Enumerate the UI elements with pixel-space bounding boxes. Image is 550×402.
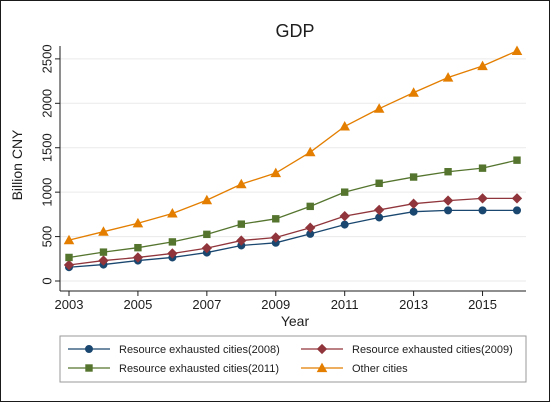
y-tick-label: 1000 <box>40 178 55 207</box>
data-point <box>63 234 75 245</box>
data-point <box>442 195 454 206</box>
data-point <box>444 168 452 176</box>
legend-label: Resource exhausted cities(2008) <box>119 344 280 356</box>
legend-item-resource-exhausted-cities-2011: Resource exhausted cities(2011) <box>68 363 279 375</box>
legend-item-resource-exhausted-cities-2009: Resource exhausted cities(2009) <box>301 343 513 356</box>
legend-marker <box>85 364 93 372</box>
series-other-cities <box>63 45 523 245</box>
data-point <box>375 179 383 187</box>
data-point <box>201 242 213 254</box>
legend-box <box>59 335 527 383</box>
x-tick-label: 2009 <box>261 297 290 312</box>
data-point <box>477 193 488 204</box>
data-point <box>408 87 419 97</box>
data-point <box>409 207 418 216</box>
data-point <box>511 45 523 55</box>
y-tick-label: 0 <box>40 277 55 284</box>
series-line-resource-exhausted-cities-2009 <box>68 197 517 266</box>
axes: 0 500 1000 1500 2000 2500 2003 2005 2007 2009 2011… <box>40 44 526 312</box>
data-point <box>477 60 488 71</box>
legend-label: Other cities <box>352 363 408 375</box>
data-point <box>236 235 247 246</box>
data-point <box>373 103 385 113</box>
x-tick-label: 2015 <box>468 297 497 312</box>
data-point <box>63 259 75 271</box>
data-point <box>98 255 109 266</box>
data-point <box>167 248 178 259</box>
data-point <box>444 206 453 215</box>
series-line-resource-exhausted-cities-2011 <box>68 159 518 259</box>
data-point <box>306 202 314 211</box>
legend-item-other-cities: Other cities <box>301 362 408 375</box>
data-point <box>305 222 316 233</box>
data-point <box>304 146 316 157</box>
series-resource-exhausted-cities-2009 <box>63 193 523 271</box>
data-point <box>236 178 247 189</box>
y-axis-label: Billion CNY <box>9 129 25 200</box>
data-point <box>270 167 282 178</box>
legend-marker <box>85 344 94 353</box>
series-layer <box>63 45 523 272</box>
data-point <box>237 220 246 228</box>
data-point <box>203 230 211 239</box>
data-point <box>272 215 280 223</box>
data-point <box>511 193 523 204</box>
data-point <box>408 198 419 209</box>
legend-label: Resource exhausted cities(2011) <box>119 363 279 375</box>
data-point <box>409 173 418 181</box>
data-point <box>442 72 454 82</box>
series-line-resource-exhausted-cities-2008 <box>68 209 517 268</box>
data-point <box>478 164 487 172</box>
data-point <box>373 204 385 216</box>
legend-marker <box>316 362 328 373</box>
data-point <box>340 220 349 229</box>
data-point <box>132 252 144 263</box>
x-tick-label: 2013 <box>399 297 428 312</box>
data-point <box>513 156 521 164</box>
data-point <box>65 253 73 262</box>
data-point <box>167 208 178 218</box>
data-point <box>98 226 109 236</box>
data-point <box>270 232 281 243</box>
data-point <box>340 188 349 196</box>
legend: Resource exhausted cities(2008) Resource … <box>59 335 527 383</box>
x-tick-label: 2005 <box>123 297 152 312</box>
y-tick-label: 2000 <box>40 89 55 118</box>
data-point <box>201 194 213 205</box>
data-point <box>134 243 142 252</box>
data-point <box>478 206 487 215</box>
legend-item-resource-exhausted-cities-2008: Resource exhausted cities(2008) <box>68 344 280 356</box>
data-point <box>339 210 350 222</box>
y-tick-label: 2500 <box>40 44 55 73</box>
x-tick-label: 2003 <box>55 297 84 312</box>
chart-title: GDP <box>275 21 314 41</box>
x-tick-label: 2011 <box>331 297 359 312</box>
series-line-other-cities <box>68 50 518 241</box>
legend-marker <box>316 343 328 355</box>
data-point <box>513 206 522 215</box>
data-point <box>339 120 350 131</box>
series-resource-exhausted-cities-2011 <box>65 156 521 262</box>
x-axis-label: Year <box>281 313 310 329</box>
y-tick-label: 1500 <box>40 133 55 162</box>
series-resource-exhausted-cities-2008 <box>65 206 522 272</box>
y-tick-label: 500 <box>40 226 55 248</box>
legend-label: Resource exhausted cities(2009) <box>352 344 513 356</box>
data-point <box>132 217 144 228</box>
data-point <box>99 248 108 256</box>
gridlines <box>60 58 526 282</box>
x-tick-label: 2007 <box>192 297 221 312</box>
data-point <box>168 238 177 246</box>
